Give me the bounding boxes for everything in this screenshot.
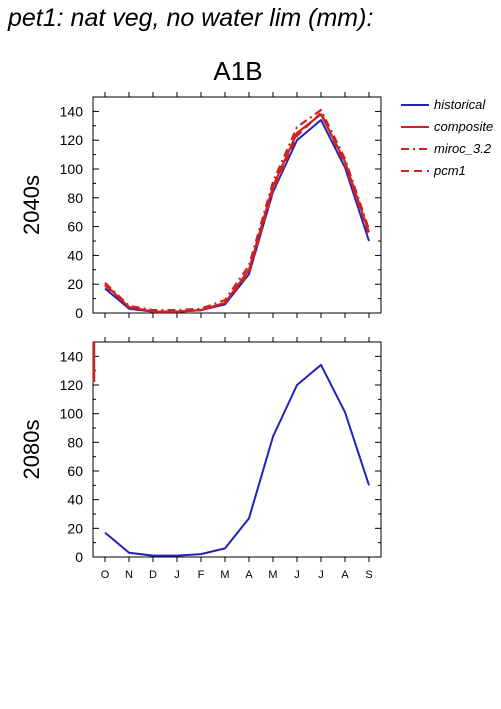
row-label-2080s: 2080s xyxy=(19,420,44,480)
legend-label-pcm1: pcm1 xyxy=(433,163,466,178)
y-tick-label: 60 xyxy=(67,463,83,479)
x-tick-label: S xyxy=(365,569,372,581)
y-tick-label: 20 xyxy=(67,276,83,292)
series-line-composite xyxy=(104,113,371,313)
y-tick-label: 20 xyxy=(67,520,83,536)
y-tick-label: 40 xyxy=(67,247,83,263)
x-tick-label: N xyxy=(125,569,133,581)
x-tick-label: F xyxy=(198,569,205,581)
x-tick-label: J xyxy=(318,569,324,581)
x-tick-label: O xyxy=(101,569,110,581)
x-tick-label: J xyxy=(174,569,180,581)
x-tick-label: J xyxy=(294,569,300,581)
y-tick-label: 120 xyxy=(60,377,84,393)
x-tick-label: M xyxy=(220,569,229,581)
legend-label-miroc_3.2: miroc_3.2 xyxy=(434,141,492,156)
series-line-pcm1 xyxy=(104,111,371,313)
plot-frame-2080s xyxy=(92,341,382,558)
y-tick-label: 120 xyxy=(60,132,84,148)
scenario-title: A1B xyxy=(213,56,263,86)
legend-label-historical: historical xyxy=(434,97,486,112)
y-tick-label: 40 xyxy=(67,492,83,508)
x-tick-label: M xyxy=(268,569,277,581)
y-tick-label: 100 xyxy=(60,161,84,177)
y-tick-label: 0 xyxy=(75,305,83,321)
legend-label-composite: composite xyxy=(434,119,493,134)
x-tick-label: A xyxy=(341,569,349,581)
series-line-historical xyxy=(104,363,370,557)
y-tick-label: 80 xyxy=(67,434,83,450)
x-tick-label: A xyxy=(245,569,253,581)
row-label-2040s: 2040s xyxy=(19,175,44,235)
series-line-miroc_3.2 xyxy=(104,108,371,312)
page-title: pet1: nat veg, no water lim (mm): xyxy=(8,4,374,32)
y-tick-label: 0 xyxy=(75,549,83,565)
plot-frame-2040s xyxy=(92,96,382,314)
y-tick-label: 100 xyxy=(60,406,84,422)
series-line-historical xyxy=(104,119,370,313)
y-tick-label: 80 xyxy=(67,190,83,206)
y-tick-label: 140 xyxy=(60,103,84,119)
y-tick-label: 60 xyxy=(67,219,83,235)
y-tick-label: 140 xyxy=(60,348,84,364)
x-tick-label: D xyxy=(149,569,157,581)
